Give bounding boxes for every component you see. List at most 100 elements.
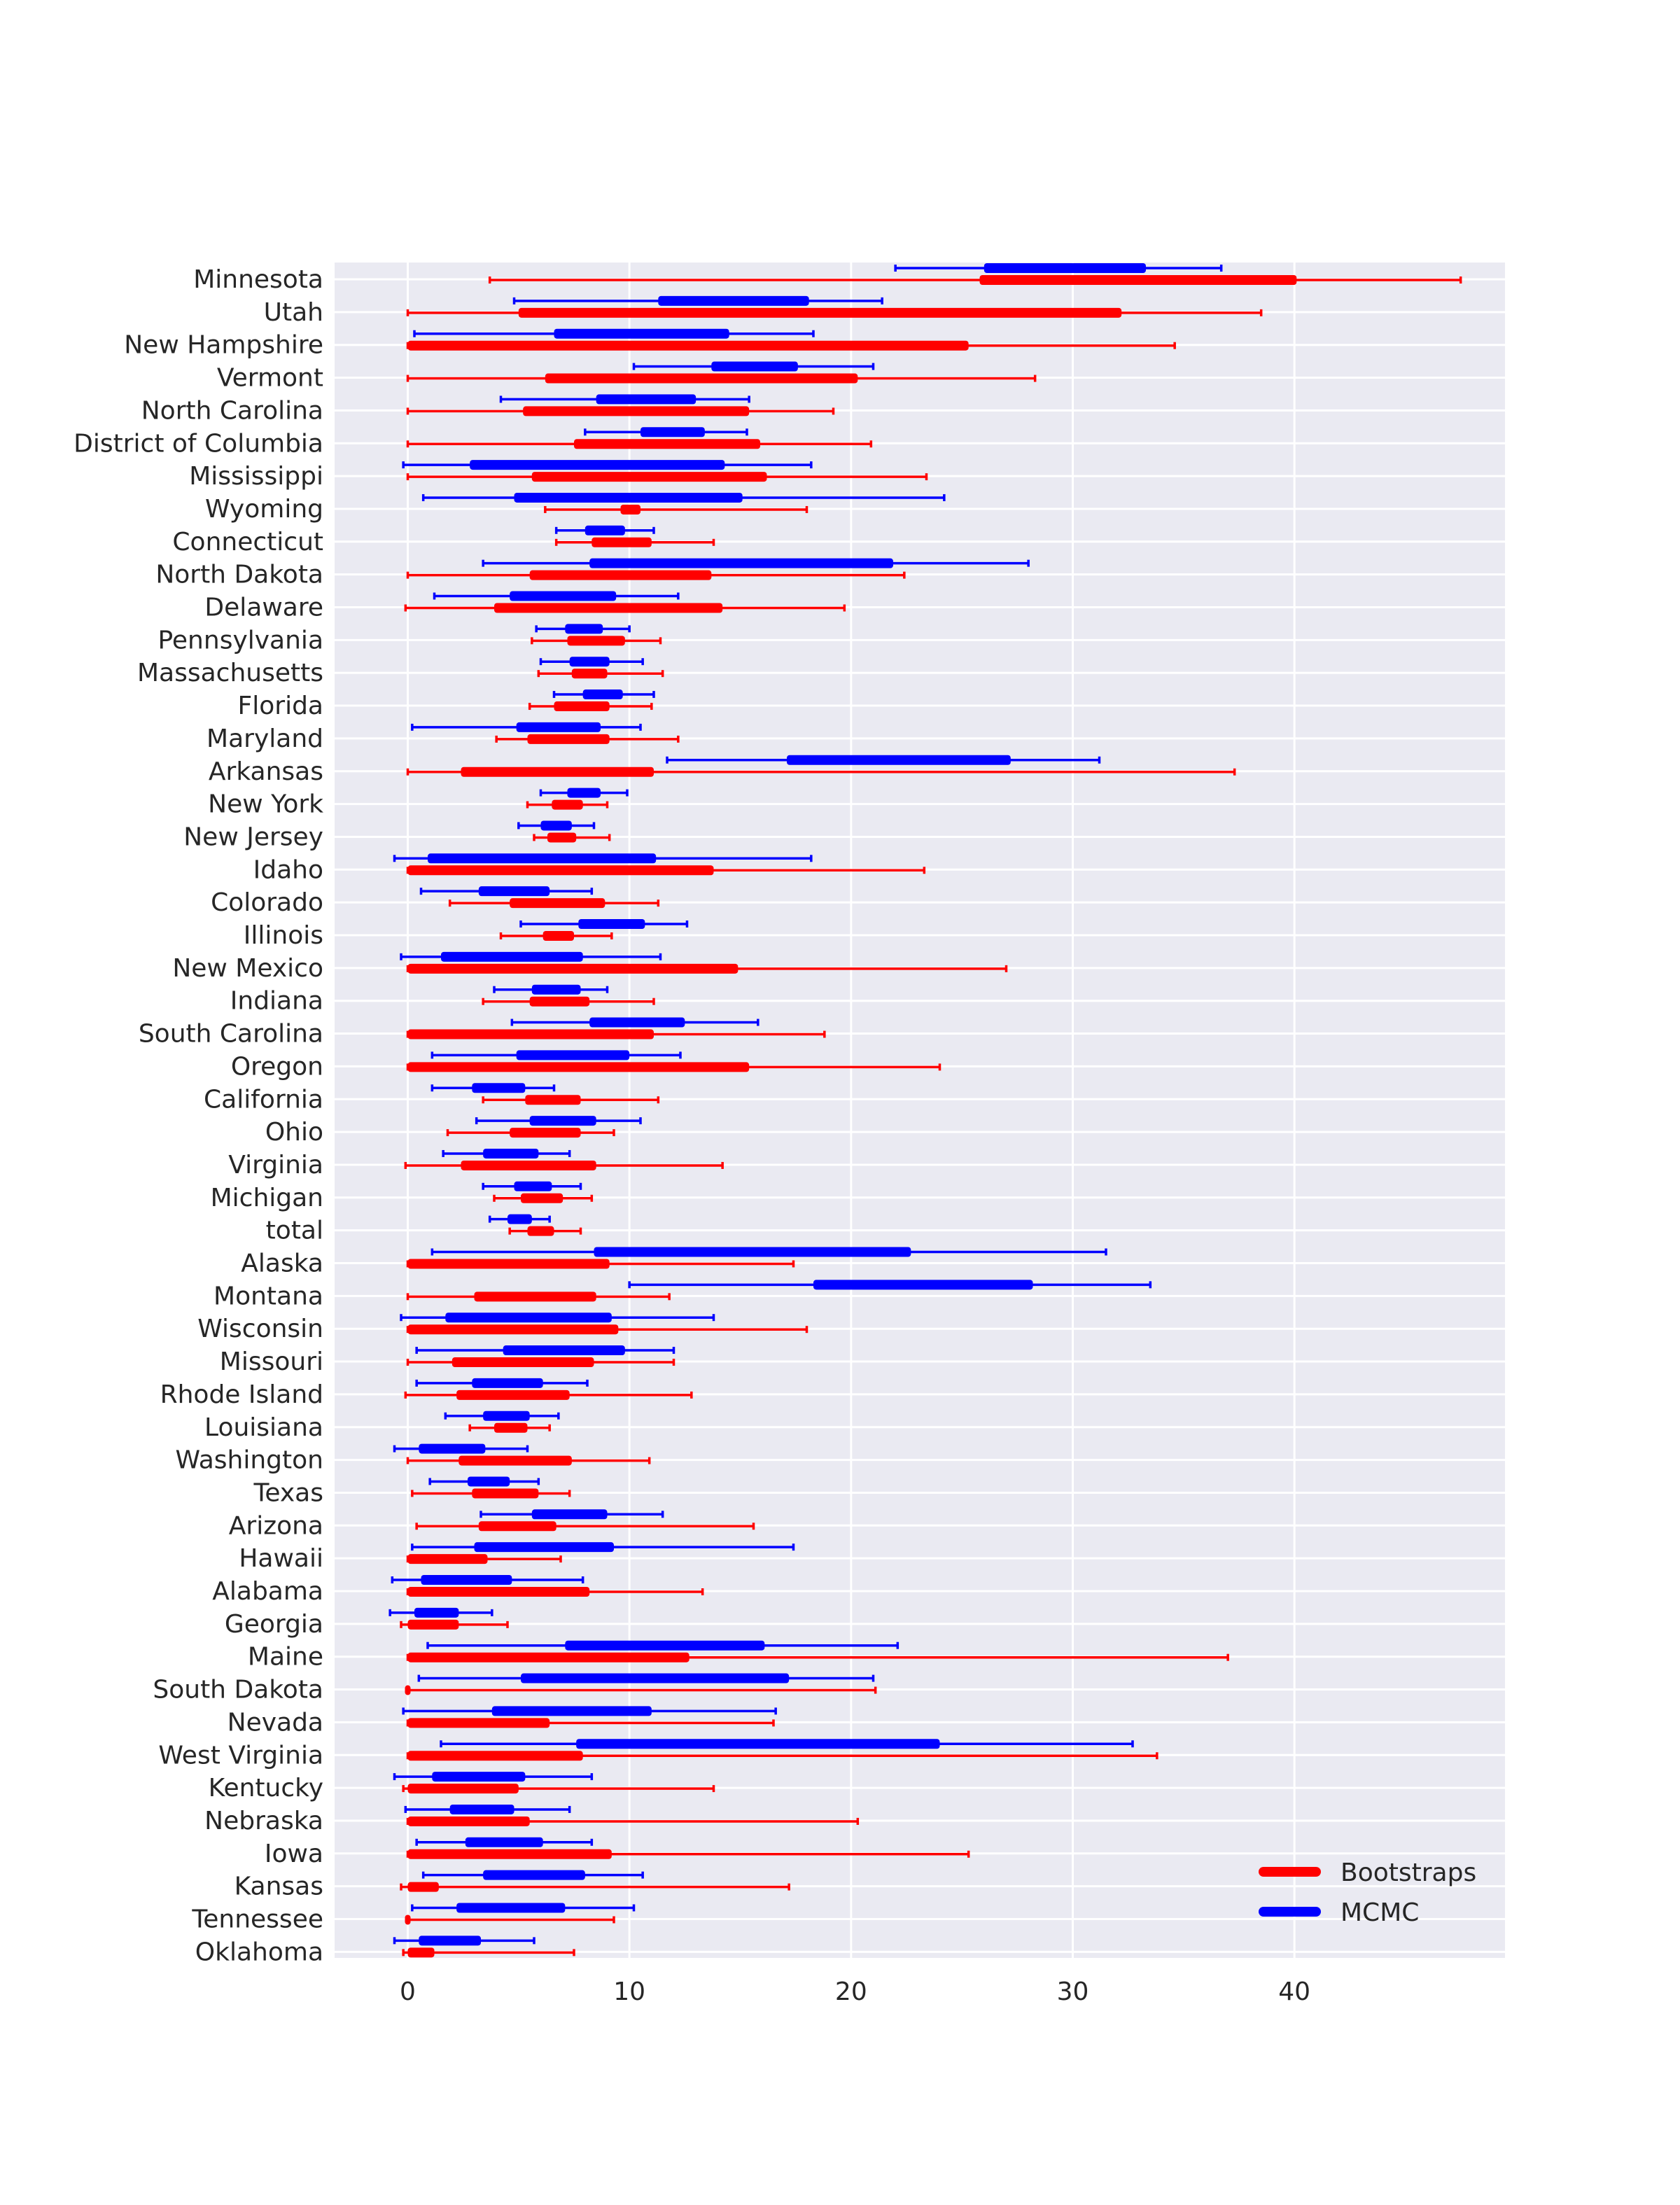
y-tick-label: North Carolina [141,396,323,425]
mcmc-interval-box [503,1345,625,1356]
y-tick-label: Washington [175,1446,323,1475]
y-tick-label: Maine [248,1643,323,1672]
mcmc-interval [482,1181,582,1191]
mcmc-interval-box [582,690,623,700]
bootstraps-interval [482,1095,660,1105]
mcmc-interval-box [584,525,625,536]
y-tick-labels: Minnesota Utah New Hampshire Vermont North C… [74,265,323,1966]
mcmc-interval-box [441,951,583,962]
mcmc-interval [421,492,946,503]
y-tick-label: Tennessee [191,1905,323,1934]
mcmc-interval-box [421,1575,512,1585]
mcmc-interval [391,1575,584,1585]
mcmc-interval [400,951,662,962]
bootstraps-interval-box [456,1390,570,1400]
bootstraps-interval-box [461,1160,596,1170]
y-tick-label: Pennsylvania [158,626,323,654]
mcmc-interval [402,460,813,470]
bootstraps-interval [405,1914,615,1925]
y-tick-label: Arizona [229,1511,323,1540]
y-tick-label: South Carolina [139,1020,323,1049]
bootstraps-interval [468,1422,551,1433]
mcmc-interval-box [419,1443,486,1454]
bootstraps-interval-box [521,1193,564,1203]
y-tick-label: Arkansas [209,757,323,786]
mcmc-interval-box [640,427,705,438]
y-tick-label: New Mexico [172,954,323,983]
mcmc-interval [430,1083,556,1093]
bootstraps-interval [499,931,613,941]
bootstraps-interval-box [407,1062,750,1072]
mcmc-interval-box [491,1706,652,1716]
mcmc-interval-box [516,1050,630,1060]
bootstraps-interval [526,799,609,810]
mcmc-interval [430,1050,682,1060]
bootstraps-interval-box [407,1259,610,1269]
mcmc-interval-box [983,263,1146,273]
mcmc-interval [444,1410,560,1421]
y-tick-label: Kansas [234,1872,323,1901]
bootstraps-interval [406,307,1263,318]
mcmc-interval [632,361,875,372]
mcmc-interval-box [567,788,601,798]
y-tick-label: Massachusetts [137,659,323,687]
bootstraps-interval-box [407,1619,459,1630]
y-tick-label: Alaska [241,1250,323,1278]
y-tick-label: Idaho [253,855,323,884]
bootstraps-interval-box [407,1784,519,1794]
mcmc-interval-box [474,1542,614,1553]
mcmc-interval [426,1640,899,1651]
y-tick-label: Delaware [204,594,323,622]
bootstraps-interval-box [474,1292,596,1302]
y-tick-label: Illinois [244,921,323,950]
mcmc-interval [584,427,748,438]
bootstraps-interval-box [405,1914,411,1925]
y-tick-label: Georgia [225,1610,323,1639]
mcmc-interval [400,1312,715,1323]
mcmc-interval-box [483,1870,585,1880]
mcmc-interval-box [658,295,809,306]
bootstraps-interval [406,406,835,416]
mcmc-interval-box [576,1739,940,1749]
mcmc-interval-box [445,1312,612,1323]
mcmc-interval [393,1772,594,1782]
mcmc-interval-box [589,558,893,568]
bootstraps-interval [448,898,660,909]
bootstraps-interval [533,832,611,843]
bootstraps-interval-box [407,1554,488,1564]
y-tick-label: North Dakota [155,561,323,589]
mcmc-interval [433,591,680,601]
bootstraps-interval [402,1947,575,1958]
mcmc-interval-box [565,624,603,634]
mcmc-interval-box [468,1476,510,1487]
mcmc-interval [554,525,655,536]
y-tick-label: Minnesota [193,265,323,294]
mcmc-interval [499,394,750,405]
y-tick-label: Hawaii [239,1544,323,1573]
bootstraps-interval [544,504,808,514]
bootstraps-interval [406,340,1176,351]
mcmc-interval [413,328,815,339]
y-tick-label: New Hampshire [124,331,323,360]
mcmc-interval [628,1280,1152,1290]
y-tick-label: Texas [253,1478,323,1507]
bootstraps-interval [406,1029,826,1040]
bootstraps-interval-box [407,1324,619,1335]
mcmc-interval [417,1673,875,1684]
bootstraps-interval [406,1849,970,1859]
mcmc-interval [519,919,689,929]
mcmc-interval [539,657,644,667]
mcmc-interval [666,755,1101,765]
mcmc-interval-box [472,1083,526,1093]
y-tick-label: Michigan [211,1184,323,1212]
mcmc-interval [421,1870,644,1880]
mcmc-interval [393,1935,536,1946]
mcmc-interval-box [483,1148,539,1158]
mcmc-interval [475,1116,642,1126]
bootstraps-interval-box [552,799,583,810]
mcmc-interval [493,984,609,995]
mcmc-interval-box [472,1378,543,1388]
bootstraps-interval [493,1193,594,1203]
bootstraps-interval [404,1160,724,1170]
